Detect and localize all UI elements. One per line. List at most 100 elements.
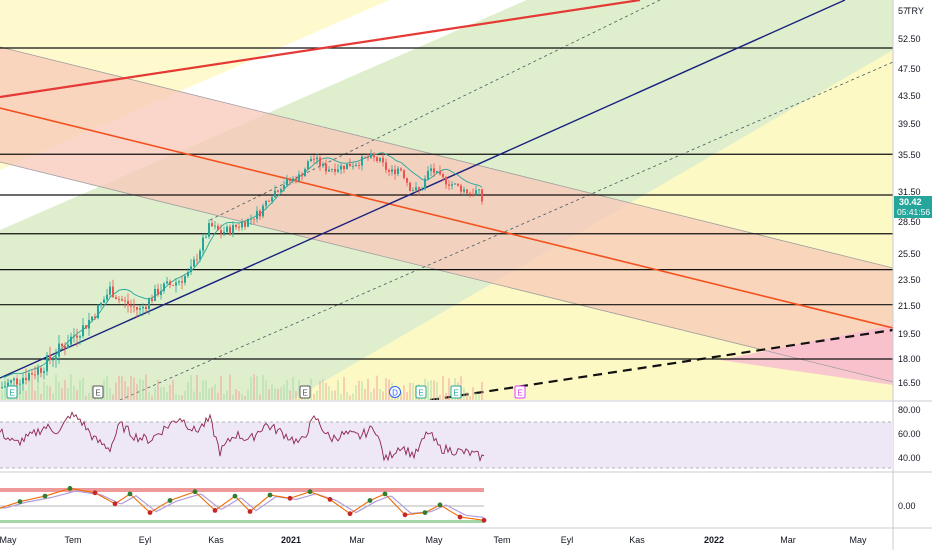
volume-bar	[466, 392, 468, 400]
price-tick-label: 16.50	[898, 378, 921, 388]
volume-bar	[439, 394, 441, 400]
candle-body	[256, 210, 258, 219]
oscillator-cross-dot	[347, 511, 353, 517]
oscillator-cross-dot	[17, 499, 23, 504]
event-marker[interactable]: E	[415, 385, 427, 399]
price-axis[interactable]: 52.50 47.50 43.50 39.50 35.50 31.50 28.50 25.50…	[898, 34, 921, 388]
candle-body	[190, 266, 192, 272]
candle-body	[160, 290, 162, 295]
candle-body	[334, 169, 336, 172]
volume-bar	[43, 381, 45, 400]
candle-body	[352, 166, 354, 167]
volume-bar	[184, 390, 186, 400]
horizontal-levels	[0, 47, 893, 360]
candle-body	[277, 190, 279, 192]
candle-body	[364, 156, 366, 158]
candle-body	[232, 224, 234, 234]
event-marker[interactable]: E	[299, 385, 311, 399]
volume-bar	[67, 388, 69, 400]
volume-bar	[127, 386, 129, 400]
candle-body	[322, 163, 324, 166]
price-tag-background	[894, 196, 932, 218]
candle-body	[169, 281, 171, 285]
oscillator-cross-dot	[42, 493, 48, 499]
candle-body	[418, 187, 420, 191]
candle-body	[64, 346, 66, 349]
candle-body	[310, 158, 312, 162]
volume-bar	[1, 390, 3, 400]
candle-body	[250, 218, 252, 220]
volume-bar	[433, 380, 435, 400]
price-tick-label: 18.00	[898, 354, 921, 364]
volume-bar	[199, 392, 201, 400]
candle-body	[202, 237, 204, 251]
candle-body	[397, 168, 399, 175]
candle-body	[103, 299, 105, 303]
volume-bar	[256, 375, 258, 400]
regression-channel-lower	[0, 108, 893, 382]
volume-bar	[163, 386, 165, 400]
event-marker[interactable]: E	[514, 385, 526, 399]
volume-bar	[448, 378, 450, 400]
candle-body	[394, 169, 396, 175]
candle-body	[451, 184, 453, 186]
event-marker[interactable]: D	[389, 386, 401, 398]
rsi-axis[interactable]: 80.00 60.00 40.00	[898, 405, 921, 463]
volume-bar	[376, 375, 378, 400]
oscillator-axis[interactable]: 0.00	[898, 501, 916, 511]
volume-bar	[235, 389, 237, 400]
volume-bar	[388, 379, 390, 400]
time-tick-label: Kas	[208, 535, 224, 545]
oscillator-cross-dot	[437, 502, 443, 508]
oscillator-cross-dot	[327, 497, 333, 502]
candle-body	[331, 169, 333, 170]
volume-bar	[61, 388, 63, 400]
volume-bar	[79, 380, 81, 400]
volume-bar	[91, 385, 93, 400]
candle-body	[43, 371, 45, 373]
candle-body	[76, 335, 78, 338]
candle-body	[343, 165, 345, 170]
volume-bar	[478, 394, 480, 400]
volume-bar	[52, 393, 54, 400]
event-marker[interactable]: E	[92, 385, 104, 399]
candle-body	[127, 300, 129, 306]
volume-bar	[262, 375, 264, 400]
event-marker[interactable]: E	[6, 385, 18, 399]
candle-body	[55, 356, 57, 360]
volume-bar	[238, 391, 240, 400]
volume-bar	[226, 390, 228, 400]
candle-body	[100, 302, 102, 306]
candle-body	[472, 193, 474, 195]
oscillator-signal-line	[0, 490, 485, 519]
candle-body	[376, 157, 378, 162]
candle-body	[433, 168, 435, 173]
volume-bar	[358, 380, 360, 400]
volume-bar	[118, 376, 120, 400]
volume-bar	[250, 376, 252, 400]
oscillator-cross-dot	[481, 517, 487, 523]
oscillator-cross-dot	[287, 495, 293, 501]
event-marker[interactable]: E	[450, 385, 462, 399]
volume-bar	[160, 387, 162, 400]
candle-body	[25, 377, 27, 381]
volume-bar	[202, 380, 204, 400]
volume-bar	[313, 394, 315, 400]
candle-body	[463, 189, 465, 192]
oscillator-cross-dot	[247, 509, 253, 514]
candle-body	[283, 185, 285, 190]
candle-body	[247, 218, 249, 227]
candle-body	[445, 177, 447, 185]
time-axis[interactable]: May Tem Eyl Kas 2021 Mar May Tem Eyl Kas 2022 Mar Ma…	[0, 535, 867, 545]
candle-body	[46, 355, 48, 372]
candle-body	[214, 225, 216, 227]
volume-bar	[34, 390, 36, 400]
oscillator-cross-dot	[457, 514, 463, 520]
candle-body	[430, 168, 432, 171]
candle-body	[154, 288, 156, 301]
volume-bar	[247, 389, 249, 400]
dashed-parallel-lower	[119, 61, 893, 400]
candle-body	[187, 271, 189, 277]
volume-bar	[349, 395, 351, 400]
